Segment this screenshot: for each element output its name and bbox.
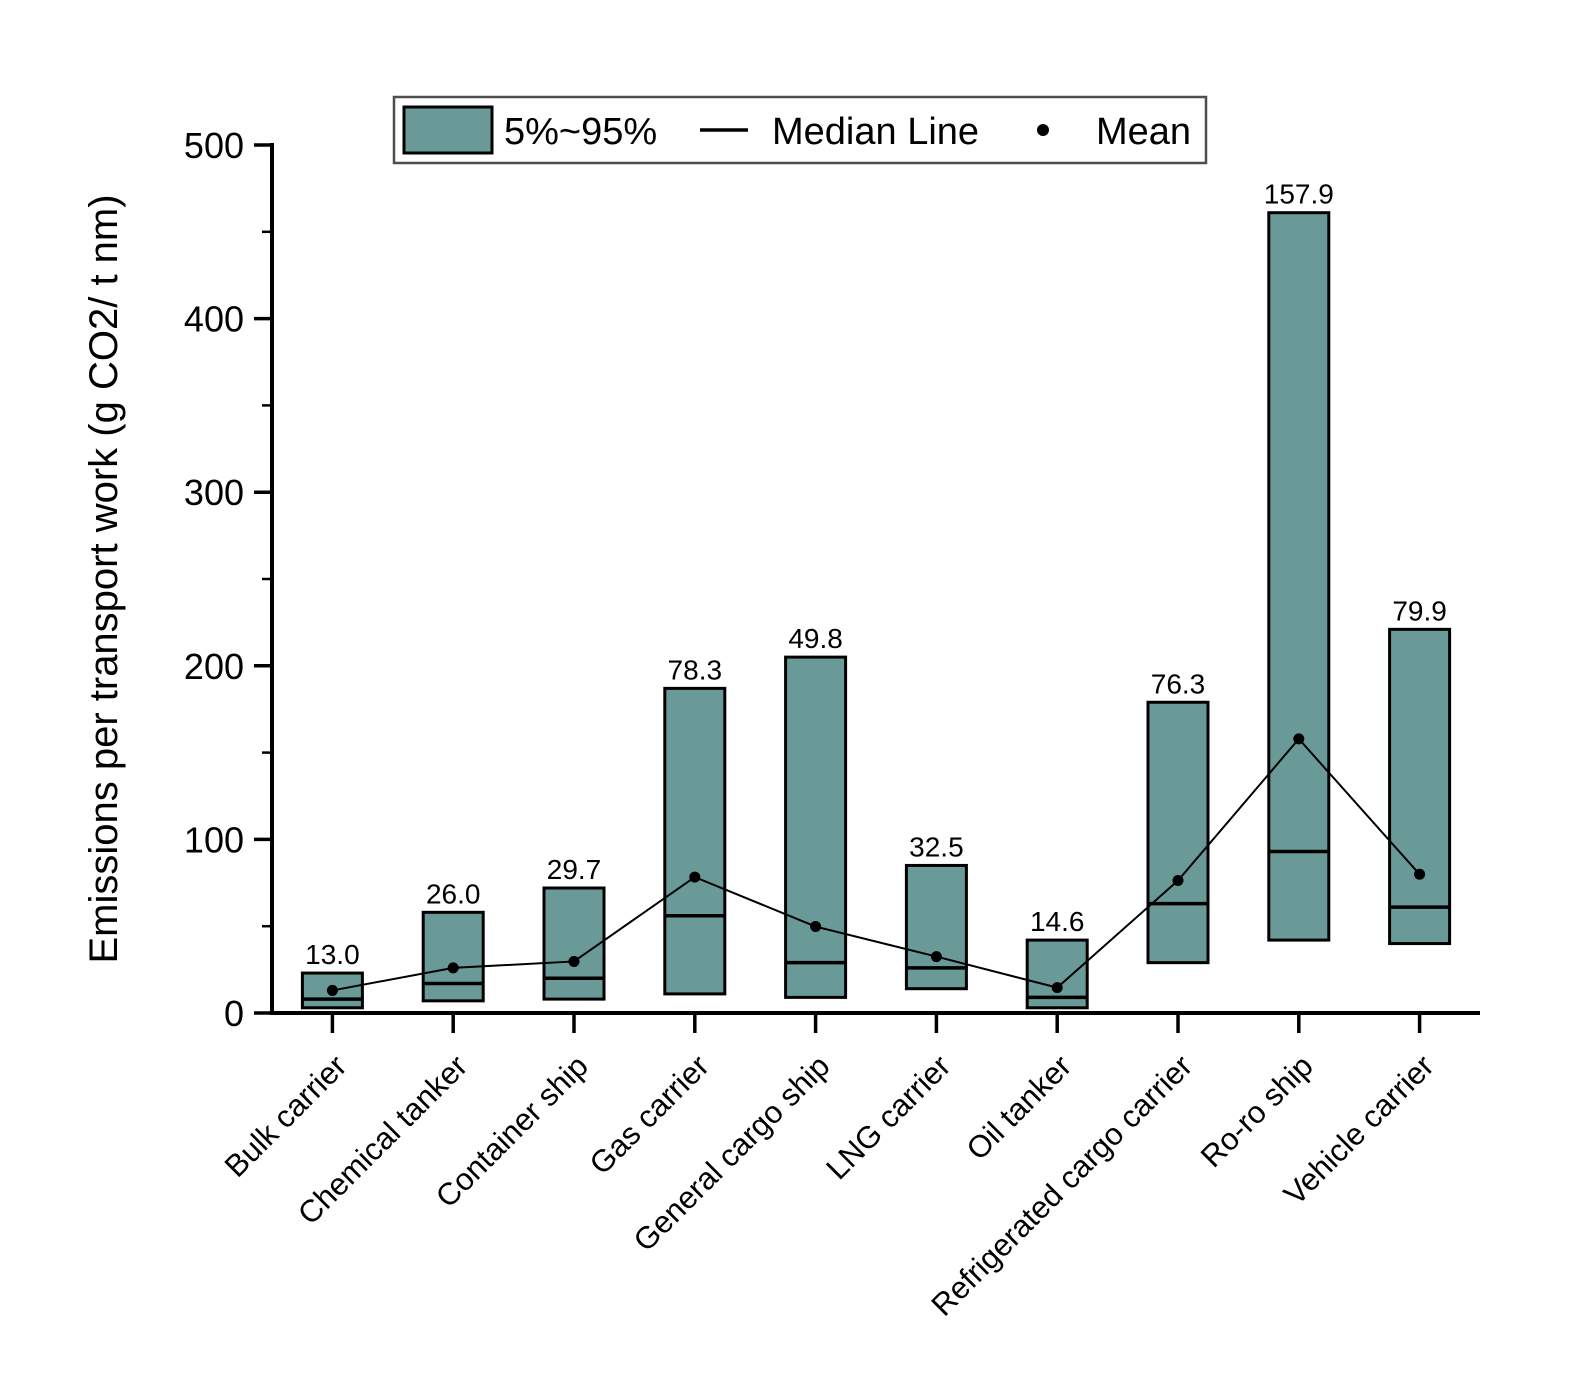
mean-value-label-ro-ro-ship: 157.9 [1264,179,1334,210]
box-vehicle-carrier [1388,627,1452,946]
mean-dot-general-cargo-ship [810,921,822,933]
mean-dot-bulk-carrier [326,984,338,996]
mean-value-label-gas-carrier: 78.3 [668,654,723,685]
legend: 5%~95% Median Line Mean [392,95,1208,165]
y-axis-ticks: 0 100 200 300 400 500 [184,125,272,1034]
legend-median-label: Median Line [772,111,979,153]
y-tick-label-100: 100 [184,819,244,860]
means-layer: 13.0 26.0 29.7 78.3 49.8 32.5 14.6 76.3 157.9 79.… [305,179,1447,996]
mean-dot-chemical-tanker [447,962,459,974]
legend-box-label: 5%~95% [504,111,657,153]
mean-value-label-container-ship: 29.7 [547,854,602,885]
mean-dot-gas-carrier [689,871,701,883]
mean-value-label-refrigerated-cargo-carrier: 76.3 [1151,668,1206,699]
y-tick-label-500: 500 [184,125,244,166]
box-refrigerated-cargo-carrier [1146,700,1210,965]
mean-value-label-lng-carrier: 32.5 [909,831,964,862]
legend-mean-label: Mean [1096,111,1191,153]
y-axis-title: Emissions per transport work (g CO2/ t n… [82,194,126,963]
box-lng-carrier [904,863,968,991]
boxes-layer [300,211,1452,1010]
box-general-cargo-ship [784,655,848,999]
y-tick-label-200: 200 [184,646,244,687]
legend-mean-dot [1037,124,1049,136]
box-chemical-tanker [421,910,485,1003]
legend-box-swatch [402,105,494,155]
mean-dot-lng-carrier [930,951,942,963]
mean-value-label-vehicle-carrier: 79.9 [1392,595,1447,626]
box-container-ship [542,886,606,1001]
mean-dot-oil-tanker [1051,982,1063,994]
mean-dot-container-ship [568,955,580,967]
y-tick-label-400: 400 [184,299,244,340]
mean-value-label-bulk-carrier: 13.0 [305,939,360,970]
mean-dot-ro-ro-ship [1293,733,1305,745]
box-gas-carrier [663,686,727,996]
mean-value-label-oil-tanker: 14.6 [1030,906,1085,937]
y-tick-label-0: 0 [224,993,244,1034]
mean-line [332,737,1421,992]
legend-frame [392,95,1208,165]
mean-value-label-chemical-tanker: 26.0 [426,878,481,909]
mean-dot-vehicle-carrier [1414,868,1426,880]
box-ro-ro-ship [1267,211,1331,942]
mean-dot-refrigerated-cargo-carrier [1172,875,1184,887]
y-tick-label-300: 300 [184,472,244,513]
mean-value-label-general-cargo-ship: 49.8 [788,623,843,654]
